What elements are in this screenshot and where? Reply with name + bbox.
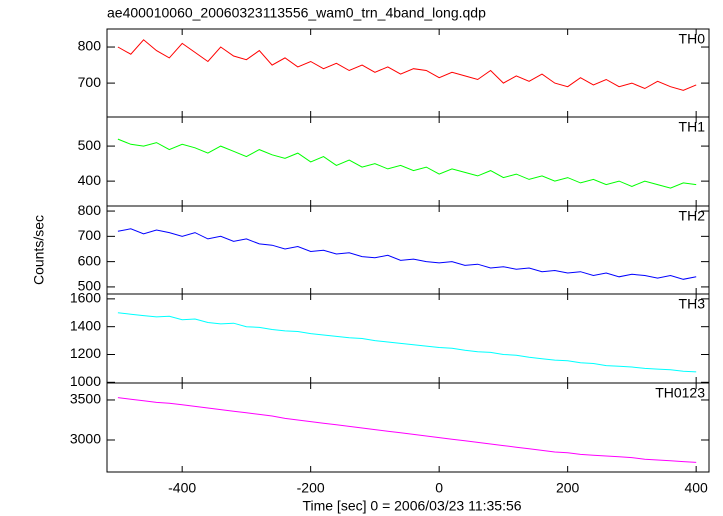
x-tick-label: 0 [435,480,443,496]
chart-title: ae400010060_20060323113556_wam0_trn_4ban… [107,5,486,21]
data-line [117,228,697,280]
y-tick-label: 800 [78,202,102,218]
panel-frame [106,293,710,384]
y-tick-label: 1200 [70,345,101,361]
legend-label: TH3 [679,296,706,312]
data-line [117,312,697,373]
data-line [117,397,697,463]
legend-label: TH0123 [655,385,705,401]
legend-label: TH1 [679,119,706,135]
y-tick-label: 800 [78,38,102,54]
y-tick-label: 500 [78,278,102,294]
x-tick-label: -200 [297,480,325,496]
y-tick-label: 1600 [70,290,101,306]
x-tick-label: 400 [684,480,708,496]
x-tick-label: -400 [168,480,196,496]
y-tick-label: 500 [78,137,102,153]
data-line [117,39,697,91]
y-tick-label: 700 [78,227,102,243]
data-line [117,138,697,189]
panel-frame [106,382,710,473]
panel-frame [106,116,710,207]
y-tick-label: 1000 [70,373,101,389]
panel-frame [106,28,710,118]
y-tick-label: 1400 [70,317,101,333]
y-axis-label: Counts/sec [31,215,47,285]
y-tick-label: 3500 [70,391,101,407]
legend-label: TH0 [679,31,706,47]
legend-label: TH2 [679,208,706,224]
x-tick-label: 200 [556,480,580,496]
y-tick-label: 400 [78,172,102,188]
y-tick-label: 600 [78,252,102,268]
panel-frame [106,205,710,295]
y-tick-label: 700 [78,74,102,90]
x-axis-label: Time [sec] 0 = 2006/03/23 11:35:56 [302,498,521,514]
y-tick-label: 3000 [70,431,101,447]
